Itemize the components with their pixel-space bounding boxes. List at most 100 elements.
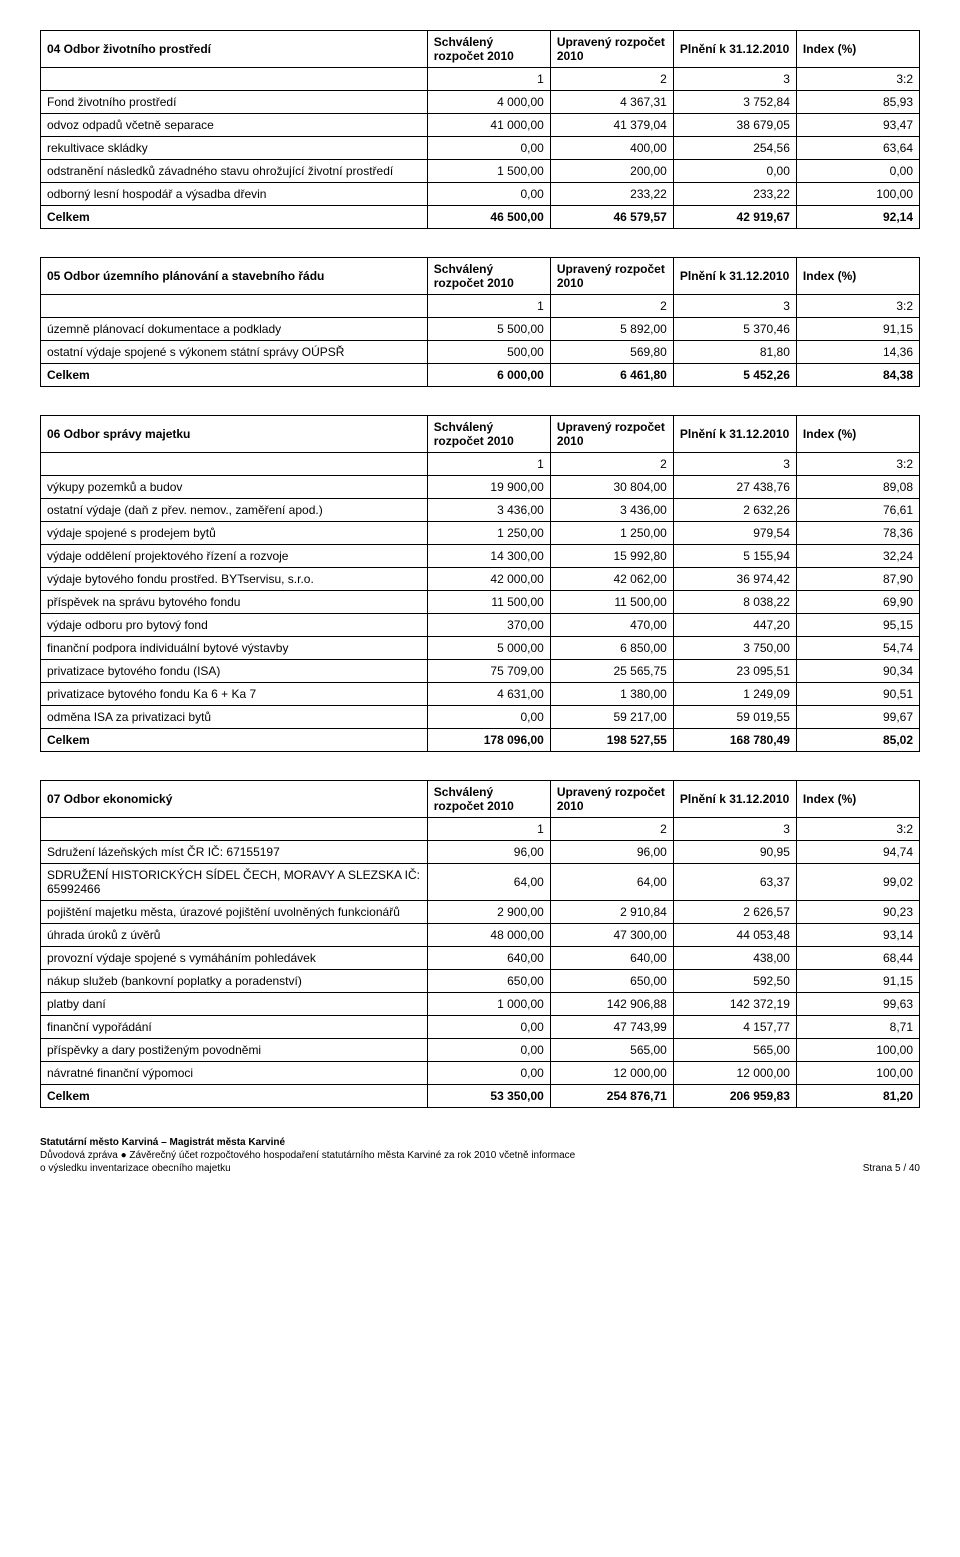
table-title: 05 Odbor územního plánování a stavebního… [41, 258, 428, 295]
row-value: 569,80 [550, 341, 673, 364]
column-header: Index (%) [796, 258, 919, 295]
table-row: územně plánovací dokumentace a podklady5… [41, 318, 920, 341]
column-index: 2 [550, 818, 673, 841]
row-name: výkupy pozemků a budov [41, 476, 428, 499]
table-row: Fond životního prostředí4 000,004 367,31… [41, 91, 920, 114]
table-title: 07 Odbor ekonomický [41, 781, 428, 818]
total-value: 206 959,83 [673, 1085, 796, 1108]
row-value: 41 000,00 [427, 114, 550, 137]
column-index: 3 [673, 453, 796, 476]
column-header: Plnění k 31.12.2010 [673, 258, 796, 295]
column-index: 2 [550, 295, 673, 318]
total-label: Celkem [41, 364, 428, 387]
row-value: 4 631,00 [427, 683, 550, 706]
row-value: 592,50 [673, 970, 796, 993]
row-value: 38 679,05 [673, 114, 796, 137]
row-value: 400,00 [550, 137, 673, 160]
budget-table: 05 Odbor územního plánování a stavebního… [40, 257, 920, 387]
row-value: 75 709,00 [427, 660, 550, 683]
row-value: 27 438,76 [673, 476, 796, 499]
table-row: ostatní výdaje (daň z přev. nemov., zamě… [41, 499, 920, 522]
row-name: výdaje odboru pro bytový fond [41, 614, 428, 637]
total-value: 178 096,00 [427, 729, 550, 752]
column-header: Plnění k 31.12.2010 [673, 31, 796, 68]
row-value: 25 565,75 [550, 660, 673, 683]
row-value: 59 217,00 [550, 706, 673, 729]
row-name: příspěvky a dary postiženým povodněmi [41, 1039, 428, 1062]
total-value: 53 350,00 [427, 1085, 550, 1108]
row-value: 23 095,51 [673, 660, 796, 683]
table-row: příspěvek na správu bytového fondu11 500… [41, 591, 920, 614]
row-name: příspěvek na správu bytového fondu [41, 591, 428, 614]
total-value: 81,20 [796, 1085, 919, 1108]
row-value: 500,00 [427, 341, 550, 364]
table-row: výdaje spojené s prodejem bytů1 250,001 … [41, 522, 920, 545]
column-index: 1 [427, 68, 550, 91]
row-value: 6 850,00 [550, 637, 673, 660]
column-index: 3:2 [796, 818, 919, 841]
row-value: 14 300,00 [427, 545, 550, 568]
row-value: 99,02 [796, 864, 919, 901]
row-value: 3 752,84 [673, 91, 796, 114]
table-row: úhrada úroků z úvěrů48 000,0047 300,0044… [41, 924, 920, 947]
total-label: Celkem [41, 1085, 428, 1108]
column-index: 1 [427, 295, 550, 318]
total-row: Celkem6 000,006 461,805 452,2684,38 [41, 364, 920, 387]
row-value: 63,64 [796, 137, 919, 160]
row-value: 30 804,00 [550, 476, 673, 499]
table-row: výdaje odboru pro bytový fond370,00470,0… [41, 614, 920, 637]
row-value: 0,00 [427, 137, 550, 160]
footer-org: Statutární město Karviná – Magistrát měs… [40, 1136, 920, 1149]
column-header: Index (%) [796, 31, 919, 68]
column-header: Upravený rozpočet 2010 [550, 31, 673, 68]
total-label: Celkem [41, 729, 428, 752]
row-value: 142 906,88 [550, 993, 673, 1016]
total-value: 92,14 [796, 206, 919, 229]
row-value: 99,67 [796, 706, 919, 729]
row-value: 0,00 [427, 1016, 550, 1039]
row-value: 0,00 [673, 160, 796, 183]
total-value: 168 780,49 [673, 729, 796, 752]
row-value: 4 157,77 [673, 1016, 796, 1039]
row-value: 0,00 [427, 1062, 550, 1085]
table-row: nákup služeb (bankovní poplatky a porade… [41, 970, 920, 993]
row-name: pojištění majetku města, úrazové pojiště… [41, 901, 428, 924]
row-value: 81,80 [673, 341, 796, 364]
row-name: úhrada úroků z úvěrů [41, 924, 428, 947]
column-index: 3 [673, 295, 796, 318]
row-name: výdaje bytového fondu prostřed. BYTservi… [41, 568, 428, 591]
column-index: 3:2 [796, 453, 919, 476]
row-value: 233,22 [673, 183, 796, 206]
row-value: 19 900,00 [427, 476, 550, 499]
row-value: 15 992,80 [550, 545, 673, 568]
budget-table: 06 Odbor správy majetkuSchválený rozpoče… [40, 415, 920, 752]
column-index: 3:2 [796, 68, 919, 91]
column-header: Plnění k 31.12.2010 [673, 416, 796, 453]
row-name: výdaje spojené s prodejem bytů [41, 522, 428, 545]
row-value: 100,00 [796, 1062, 919, 1085]
total-value: 85,02 [796, 729, 919, 752]
row-value: 90,95 [673, 841, 796, 864]
column-index: 2 [550, 68, 673, 91]
table-row: ostatní výdaje spojené s výkonem státní … [41, 341, 920, 364]
row-value: 2 626,57 [673, 901, 796, 924]
page-footer: Statutární město Karviná – Magistrát měs… [40, 1136, 920, 1175]
row-value: 54,74 [796, 637, 919, 660]
row-value: 0,00 [796, 160, 919, 183]
row-value: 0,00 [427, 183, 550, 206]
row-name: privatizace bytového fondu Ka 6 + Ka 7 [41, 683, 428, 706]
table-row: návratné finanční výpomoci0,0012 000,001… [41, 1062, 920, 1085]
table-row: rekultivace skládky0,00400,00254,5663,64 [41, 137, 920, 160]
row-value: 12 000,00 [550, 1062, 673, 1085]
empty-cell [41, 68, 428, 91]
total-value: 254 876,71 [550, 1085, 673, 1108]
row-value: 233,22 [550, 183, 673, 206]
row-name: finanční vypořádání [41, 1016, 428, 1039]
row-value: 95,15 [796, 614, 919, 637]
empty-cell [41, 453, 428, 476]
total-value: 6 000,00 [427, 364, 550, 387]
row-value: 63,37 [673, 864, 796, 901]
row-value: 99,63 [796, 993, 919, 1016]
row-value: 44 053,48 [673, 924, 796, 947]
table-row: provozní výdaje spojené s vymáháním pohl… [41, 947, 920, 970]
